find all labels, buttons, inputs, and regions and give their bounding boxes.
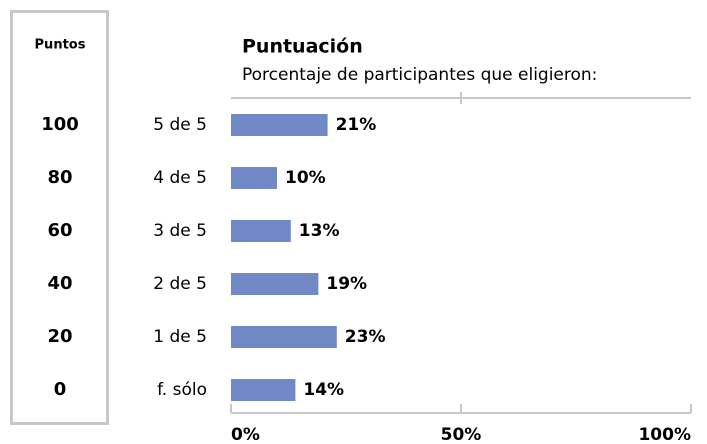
category-label: f. sólo (157, 380, 207, 400)
x-tick-label: 50% (441, 425, 482, 444)
value-label: 13% (299, 221, 340, 241)
chart-title: Puntuación (242, 36, 363, 58)
bar (231, 114, 328, 136)
chart-subtitle: Porcentaje de participantes que eligiero… (242, 65, 597, 85)
bar (231, 379, 296, 401)
bar (231, 220, 291, 242)
bar (231, 273, 319, 295)
category-label: 1 de 5 (153, 327, 207, 347)
bar (231, 167, 277, 189)
points-value: 20 (47, 326, 72, 347)
category-label: 3 de 5 (153, 221, 207, 241)
points-value: 60 (47, 220, 72, 241)
value-label: 10% (285, 168, 326, 188)
points-value: 80 (47, 167, 72, 188)
points-value: 0 (54, 379, 67, 400)
points-header: Puntos (35, 38, 86, 53)
value-label: 23% (345, 327, 386, 347)
category-label: 2 de 5 (153, 274, 207, 294)
points-value: 100 (41, 114, 79, 135)
points-box (10, 10, 109, 425)
value-label: 14% (303, 380, 344, 400)
points-value: 40 (47, 273, 72, 294)
x-tick-label: 0% (231, 425, 260, 444)
value-label: 21% (336, 115, 377, 135)
category-label: 4 de 5 (153, 168, 207, 188)
bar (231, 326, 337, 348)
x-tick-label: 100% (638, 425, 691, 444)
value-label: 19% (326, 274, 367, 294)
category-label: 5 de 5 (153, 115, 207, 135)
